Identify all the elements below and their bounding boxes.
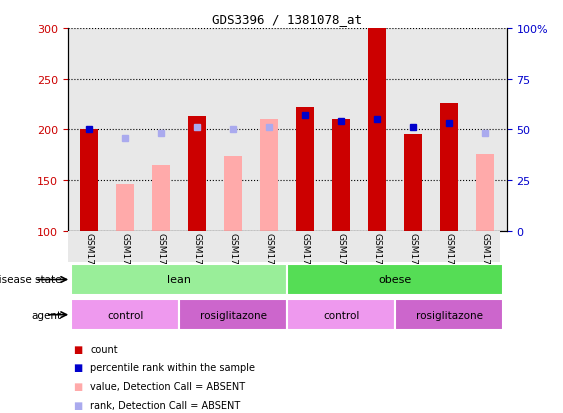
Text: rosiglitazone: rosiglitazone xyxy=(415,310,482,320)
Text: ■: ■ xyxy=(73,400,82,410)
Bar xyxy=(116,185,134,231)
Text: GSM172987: GSM172987 xyxy=(301,233,310,287)
Text: GSM172983: GSM172983 xyxy=(229,233,238,287)
Text: control: control xyxy=(107,310,144,320)
Bar xyxy=(152,166,170,231)
Text: GSM172989: GSM172989 xyxy=(337,233,346,287)
Text: percentile rank within the sample: percentile rank within the sample xyxy=(90,363,255,373)
Text: GSM172984: GSM172984 xyxy=(265,233,274,287)
Bar xyxy=(224,157,242,231)
Bar xyxy=(404,135,422,231)
Text: GSM172990: GSM172990 xyxy=(373,233,382,287)
Text: GSM172981: GSM172981 xyxy=(157,233,166,287)
Bar xyxy=(179,299,287,330)
Text: agent: agent xyxy=(32,310,62,320)
Text: disease state: disease state xyxy=(0,275,62,285)
Text: ■: ■ xyxy=(73,363,82,373)
Bar xyxy=(476,154,494,231)
Text: GSM172982: GSM172982 xyxy=(193,233,202,287)
Bar xyxy=(287,299,395,330)
Text: GSM172985: GSM172985 xyxy=(409,233,418,287)
Text: value, Detection Call = ABSENT: value, Detection Call = ABSENT xyxy=(90,381,245,391)
Bar xyxy=(188,117,206,231)
Text: GSM172986: GSM172986 xyxy=(445,233,454,287)
Text: rosiglitazone: rosiglitazone xyxy=(200,310,267,320)
Text: GSM172979: GSM172979 xyxy=(84,233,93,287)
Text: rank, Detection Call = ABSENT: rank, Detection Call = ABSENT xyxy=(90,400,240,410)
Bar xyxy=(440,104,458,231)
Bar xyxy=(332,120,350,231)
Bar xyxy=(80,130,98,231)
Text: GSM172988: GSM172988 xyxy=(481,233,490,287)
Text: count: count xyxy=(90,344,118,354)
Text: ■: ■ xyxy=(73,344,82,354)
Bar xyxy=(368,29,386,231)
Text: lean: lean xyxy=(167,275,191,285)
Bar xyxy=(296,108,314,231)
Title: GDS3396 / 1381078_at: GDS3396 / 1381078_at xyxy=(212,13,362,26)
Text: GSM172980: GSM172980 xyxy=(120,233,129,287)
Text: ■: ■ xyxy=(73,381,82,391)
Bar xyxy=(395,299,503,330)
Bar xyxy=(260,120,278,231)
Bar xyxy=(71,299,179,330)
Bar xyxy=(287,264,503,295)
Bar xyxy=(71,264,287,295)
Text: control: control xyxy=(323,310,359,320)
Text: obese: obese xyxy=(378,275,412,285)
